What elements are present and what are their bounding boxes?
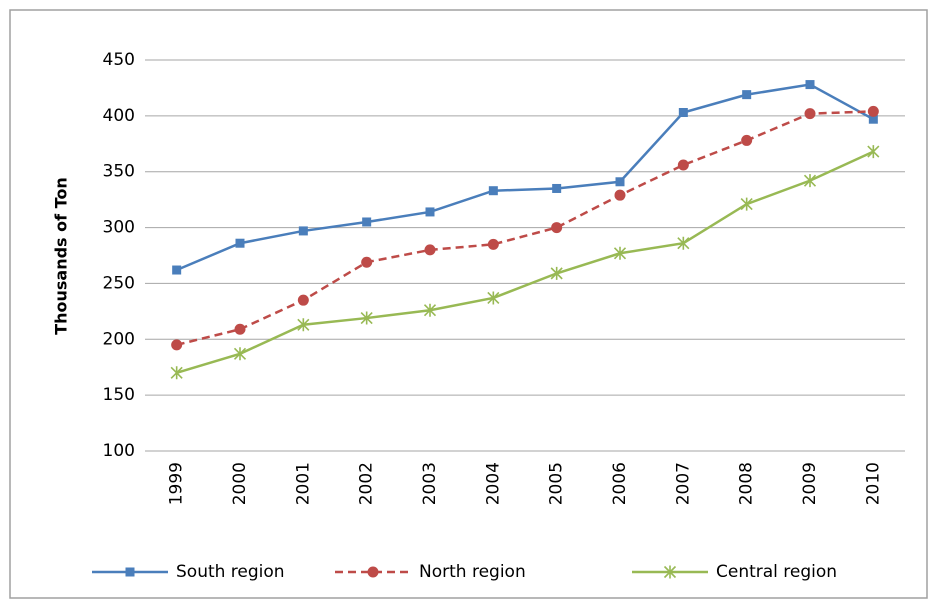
marker <box>235 238 245 248</box>
marker <box>233 347 247 361</box>
marker <box>803 174 817 188</box>
legend-label: North region <box>419 562 526 582</box>
marker <box>613 246 627 260</box>
x-tick-label: 1999 <box>167 462 187 505</box>
x-tick-label: 2003 <box>420 462 440 505</box>
series-line <box>176 150 874 374</box>
marker <box>425 207 435 217</box>
x-tick-label: 2006 <box>610 462 630 505</box>
y-tick-label: 450 <box>103 50 135 70</box>
x-tick-label: 2000 <box>230 462 250 505</box>
marker <box>234 323 246 335</box>
marker <box>424 244 436 256</box>
y-tick-label: 100 <box>103 441 135 461</box>
series-line <box>176 110 874 347</box>
legend-marker <box>367 566 379 578</box>
x-tick-label: 2010 <box>863 462 883 505</box>
series-line <box>176 83 874 272</box>
y-tick-label: 400 <box>103 106 135 126</box>
marker <box>297 294 309 306</box>
x-tick-label: 2001 <box>293 462 313 505</box>
marker <box>297 318 310 332</box>
marker <box>740 197 753 211</box>
x-tick-label: 2005 <box>547 462 567 505</box>
marker <box>867 105 879 117</box>
marker <box>614 189 626 201</box>
marker <box>677 236 690 250</box>
marker <box>678 108 688 118</box>
marker <box>867 145 880 159</box>
marker <box>741 134 753 146</box>
marker <box>804 108 816 120</box>
marker <box>170 366 183 380</box>
marker <box>552 183 562 193</box>
legend-label: Central region <box>716 562 837 582</box>
marker <box>298 226 308 236</box>
marker <box>361 256 373 268</box>
x-tick-label: 2009 <box>800 462 820 505</box>
marker <box>868 114 878 124</box>
marker <box>488 186 498 196</box>
y-tick-label: 150 <box>103 385 135 405</box>
x-tick-label: 2008 <box>737 462 757 505</box>
x-tick-label: 2007 <box>673 462 693 505</box>
marker <box>360 311 373 325</box>
marker <box>423 303 437 317</box>
marker <box>172 265 182 275</box>
marker <box>487 291 500 305</box>
marker <box>171 339 183 351</box>
legend-label: South region <box>176 562 285 582</box>
legend-marker <box>663 565 677 579</box>
y-axis-label: Thousands of Ton <box>52 177 71 335</box>
y-tick-label: 200 <box>103 329 135 349</box>
y-tick-label: 250 <box>103 273 135 293</box>
y-tick-label: 350 <box>103 162 135 182</box>
marker <box>805 80 815 90</box>
marker <box>550 266 563 280</box>
marker <box>742 90 752 100</box>
legend-marker <box>125 567 135 577</box>
marker <box>551 222 563 234</box>
x-tick-label: 2002 <box>357 462 377 505</box>
marker <box>615 177 625 187</box>
y-tick-label: 300 <box>103 218 135 238</box>
marker <box>362 217 372 227</box>
marker <box>487 238 499 250</box>
marker <box>677 159 689 171</box>
x-tick-label: 2004 <box>483 462 503 505</box>
